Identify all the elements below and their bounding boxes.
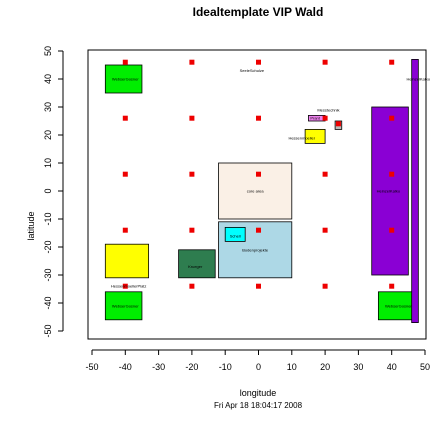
booth-label-10: HessenmoellerPlatz — [111, 284, 147, 289]
booth-label-12: WebserGosner — [112, 303, 139, 308]
plot-frame — [87, 49, 427, 340]
marker-point-18 — [322, 227, 328, 233]
marker-point-16 — [189, 227, 195, 233]
booth-label-13: WebserGosner — [385, 303, 412, 308]
marker-point-12 — [256, 171, 261, 177]
y-tick-label-9: 40 — [43, 74, 53, 84]
marker-point-19 — [389, 227, 395, 233]
x-tick-label-9: 40 — [387, 362, 397, 372]
booth-7 — [218, 162, 293, 220]
booth-label-5: Bodenprojekte — [242, 247, 269, 252]
booth-label-11: WebserGosner — [112, 77, 139, 82]
marker-point-20 — [122, 283, 128, 289]
marker-point-13 — [322, 171, 328, 177]
booth-label-7: Krueger — [188, 264, 203, 269]
date-footer: Fri Apr 18 18:04:17 2008 — [214, 401, 303, 410]
booth-10 — [304, 128, 326, 144]
x-tick-label-4: -10 — [219, 362, 232, 372]
marker-point-10 — [122, 171, 128, 177]
x-axis-label: longitude — [240, 388, 277, 398]
y-tick-label-0: -50 — [43, 324, 53, 337]
chart-title: Idealtemplate VIP Wald — [193, 5, 324, 19]
marker-point-23 — [322, 283, 328, 289]
x-tick-label-8: 30 — [353, 362, 363, 372]
marker-point-15 — [122, 227, 128, 233]
marker-point-6 — [189, 115, 195, 121]
marker-point-0 — [122, 59, 128, 65]
x-tick-label-1: -40 — [119, 362, 132, 372]
y-axis-label: latitude — [26, 211, 36, 240]
booth-label-9: HeinzelKatko — [407, 77, 431, 82]
marker-point-9 — [389, 115, 395, 121]
booth-4 — [178, 249, 216, 279]
marker-point-7 — [256, 115, 261, 121]
marker-point-4 — [389, 59, 395, 65]
points-layer — [122, 59, 395, 289]
y-tick-label-8: 30 — [43, 102, 53, 112]
x-tick-label-2: -30 — [152, 362, 165, 372]
y-tick-label-10: 50 — [43, 46, 53, 56]
booth-label-3: Prant — [310, 116, 320, 121]
marker-point-21 — [189, 283, 195, 289]
booth-9 — [411, 59, 419, 324]
y-tick-label-1: -40 — [43, 296, 53, 309]
booth-label-4: core area — [247, 189, 265, 194]
booth-label-6: Schell — [230, 233, 241, 238]
marker-point-2 — [256, 59, 261, 65]
booth-2 — [377, 291, 416, 321]
marker-point-22 — [256, 283, 261, 289]
x-tick-label-5: 0 — [256, 362, 261, 372]
y-axis: -50 -40 -30 -20 -10 0 10 20 30 40 50 — [43, 46, 64, 338]
marker-point-24 — [389, 283, 395, 289]
booth-3 — [104, 243, 150, 279]
marker-point-8 — [322, 115, 328, 121]
booth-6 — [224, 226, 246, 242]
marker-point-1 — [189, 59, 195, 65]
booth-1 — [104, 291, 143, 321]
marker-point-17 — [256, 227, 261, 233]
marker-point-3 — [322, 59, 328, 65]
y-tick-label-2: -30 — [43, 268, 53, 281]
booth-label-2: Hessenmoeller — [288, 135, 315, 140]
x-tick-label-6: 10 — [287, 362, 297, 372]
x-tick-label-0: -50 — [85, 362, 98, 372]
y-tick-label-7: 20 — [43, 130, 53, 140]
booth-label-8: HeinzelKatko — [377, 189, 401, 194]
marker-point-14 — [389, 171, 395, 177]
marker-point-5 — [122, 115, 128, 121]
x-tick-label-3: -20 — [185, 362, 198, 372]
y-tick-label-5: 0 — [43, 188, 53, 193]
x-tick-label-10: 50 — [420, 362, 430, 372]
y-tick-label-3: -20 — [43, 240, 53, 253]
labels-layer: SeeleSchulze Messtechnik Hessenmoeller Pran… — [111, 68, 431, 308]
x-axis: -50 -40 -30 -20 -10 0 10 20 30 40 50 — [85, 349, 430, 372]
y-tick-label-4: -10 — [43, 212, 53, 225]
booth-8 — [371, 106, 409, 276]
booth-label-1: Messtechnik — [317, 107, 339, 112]
marker-point-11 — [189, 171, 195, 177]
marker-point-25 — [335, 121, 341, 127]
x-tick-label-7: 20 — [320, 362, 330, 372]
y-tick-label-6: 10 — [43, 158, 53, 168]
booth-label-0: SeeleSchulze — [240, 68, 265, 73]
booths-layer — [104, 59, 419, 324]
booth-0 — [104, 64, 143, 94]
